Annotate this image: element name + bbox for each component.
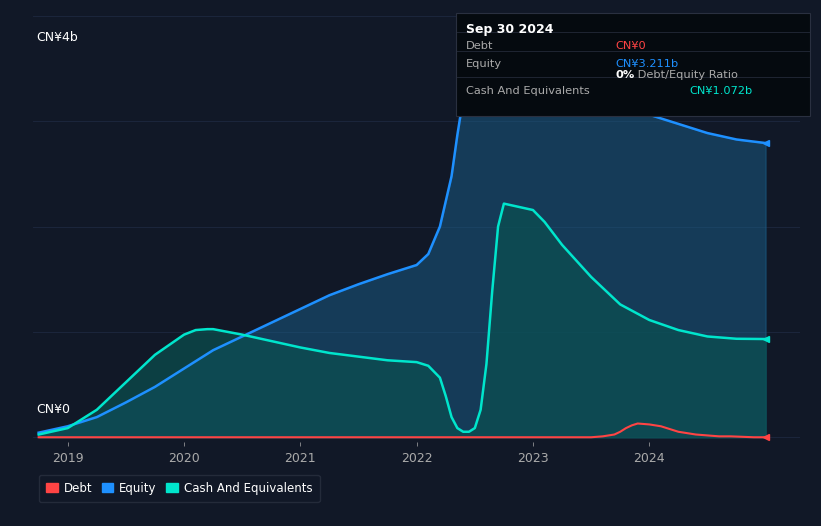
Text: Debt/Equity Ratio: Debt/Equity Ratio: [634, 70, 738, 80]
Text: CN¥0: CN¥0: [616, 41, 646, 51]
Text: Cash And Equivalents: Cash And Equivalents: [466, 86, 589, 96]
Text: CN¥1.072b: CN¥1.072b: [690, 86, 753, 96]
Text: Sep 30 2024: Sep 30 2024: [466, 23, 553, 36]
Text: Debt: Debt: [466, 41, 493, 51]
Text: Equity: Equity: [466, 59, 502, 69]
Text: CN¥0: CN¥0: [37, 403, 71, 416]
Text: 0%: 0%: [616, 70, 635, 80]
Text: CN¥4b: CN¥4b: [37, 31, 79, 44]
Text: CN¥3.211b: CN¥3.211b: [616, 59, 679, 69]
Legend: Debt, Equity, Cash And Equivalents: Debt, Equity, Cash And Equivalents: [39, 475, 319, 502]
